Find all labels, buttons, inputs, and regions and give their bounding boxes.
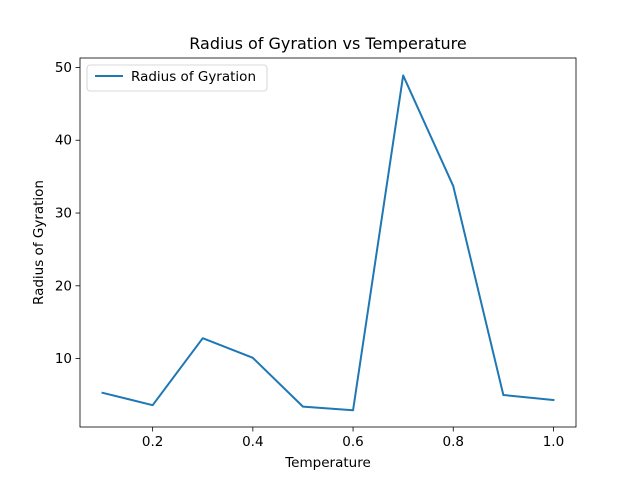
series-line (101, 74, 555, 412)
series-layer (101, 74, 555, 412)
chart-title: Radius of Gyration vs Temperature (189, 34, 466, 53)
y-tick-label: 40 (55, 133, 72, 149)
y-tick-label: 50 (55, 60, 72, 76)
y-axis-ticks: 10 20 30 40 50 (55, 60, 80, 367)
x-axis-label: Temperature (284, 455, 371, 471)
y-tick-label: 30 (55, 206, 72, 222)
y-tick-label: 20 (55, 278, 72, 294)
legend-label: Radius of Gyration (131, 69, 256, 85)
y-axis-label: Radius of Gyration (31, 180, 47, 305)
x-axis-ticks: 0.2 0.4 0.6 0.8 1.0 (142, 427, 564, 450)
y-tick-label: 10 (55, 351, 72, 367)
x-tick-label: 0.2 (142, 434, 163, 450)
legend-box (86, 64, 268, 92)
x-tick-label: 0.4 (242, 434, 263, 450)
x-tick-label: 0.8 (443, 434, 464, 450)
x-tick-label: 1.0 (543, 434, 564, 450)
plot-area (80, 58, 576, 427)
plot-frame (79, 57, 577, 428)
legend: Radius of Gyration (86, 64, 268, 92)
x-tick-label: 0.6 (342, 434, 363, 450)
